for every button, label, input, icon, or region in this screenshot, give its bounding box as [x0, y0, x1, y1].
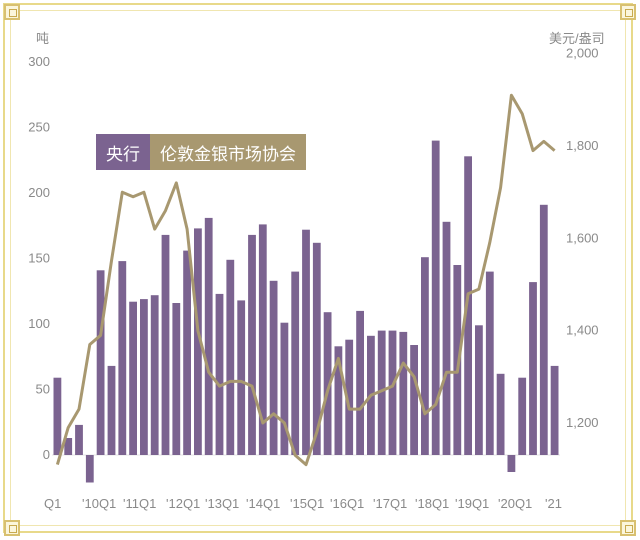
- bar-central-bank: [539, 204, 548, 455]
- x-tick-label: '19Q1: [455, 496, 489, 511]
- y-left-tick-label: 50: [36, 382, 50, 397]
- left-axis-unit: 吨: [36, 31, 50, 46]
- y-right-tick-label: 2,000: [566, 46, 599, 61]
- x-tick-label: '16Q1: [330, 496, 364, 511]
- x-tick-label: '21: [545, 496, 562, 511]
- x-tick-label: '20Q1: [498, 496, 532, 511]
- decorative-frame-inner: [10, 10, 626, 526]
- y-right-tick-label: 1,200: [566, 415, 599, 430]
- bar-central-bank: [194, 228, 202, 455]
- bar-central-bank: [475, 325, 483, 455]
- x-tick-label: '18Q1: [415, 496, 449, 511]
- bar-central-bank: [237, 300, 246, 455]
- bar-central-bank: [464, 156, 472, 456]
- bar-central-bank: [529, 282, 537, 455]
- bar-central-bank: [356, 310, 364, 455]
- bar-central-bank: [204, 217, 213, 455]
- x-tick-label: '15Q1: [290, 496, 324, 511]
- bar-central-bank: [183, 250, 191, 455]
- bar-central-bank: [518, 377, 527, 455]
- bar-central-bank: [431, 140, 440, 455]
- bar-central-bank: [550, 365, 559, 455]
- bar-central-bank: [388, 330, 397, 455]
- bar-central-bank: [453, 265, 462, 455]
- bar-central-bank: [496, 373, 505, 455]
- bar-central-bank: [129, 301, 137, 455]
- bar-central-bank: [291, 271, 300, 455]
- bar-central-bank: [334, 346, 343, 455]
- bar-central-bank: [107, 365, 116, 455]
- bar-central-bank: [64, 438, 73, 455]
- bar-central-bank: [410, 345, 418, 455]
- y-right-tick-label: 1,400: [566, 323, 599, 338]
- bar-central-bank: [258, 224, 267, 455]
- bar-central-bank: [172, 303, 181, 455]
- bar-central-bank: [399, 331, 408, 455]
- y-right-tick-label: 1,800: [566, 138, 599, 153]
- bar-central-bank: [345, 339, 354, 455]
- bar-central-bank: [280, 322, 289, 455]
- bar-central-bank: [442, 221, 451, 455]
- corner-ornament-top-right: [620, 4, 636, 20]
- x-tick-label: '12Q1: [166, 496, 200, 511]
- right-axis-unit: 美元/盎司: [549, 31, 605, 46]
- decorative-frame-outer: [3, 3, 633, 533]
- bar-central-bank: [118, 261, 127, 455]
- legend-item-lbma: 伦敦金银市场协会: [150, 134, 306, 170]
- y-left-tick-label: 200: [28, 185, 50, 200]
- bar-central-bank: [53, 377, 62, 455]
- legend: 央行 伦敦金银市场协会: [96, 134, 306, 170]
- bar-central-bank: [507, 455, 516, 472]
- x-tick-label: '10Q1: [82, 496, 116, 511]
- bar-central-bank: [302, 229, 310, 455]
- y-left-tick-label: 250: [28, 120, 50, 135]
- bar-central-bank: [312, 242, 321, 455]
- bar-central-bank: [150, 295, 159, 455]
- bar-central-bank: [248, 234, 256, 455]
- bar-central-bank: [96, 270, 105, 455]
- bar-central-bank: [226, 259, 235, 455]
- y-left-tick-label: 100: [28, 316, 50, 331]
- bar-central-bank: [323, 312, 332, 455]
- legend-item-central-bank: 央行: [96, 134, 150, 170]
- bar-central-bank: [485, 271, 494, 455]
- x-tick-label: '13Q1: [205, 496, 239, 511]
- corner-ornament-bottom-right: [620, 520, 636, 536]
- x-tick-label: Q1: [44, 496, 61, 511]
- y-left-tick-label: 150: [28, 251, 50, 266]
- bar-central-bank: [140, 299, 148, 455]
- y-left-tick-label: 0: [43, 447, 50, 462]
- x-tick-label: '14Q1: [246, 496, 280, 511]
- bar-central-bank: [161, 234, 170, 455]
- bar-central-bank: [269, 280, 278, 455]
- x-tick-label: '11Q1: [123, 496, 156, 511]
- bar-central-bank: [421, 257, 429, 455]
- y-right-tick-label: 1,600: [566, 230, 599, 245]
- bar-central-bank: [377, 330, 386, 455]
- x-tick-label: '17Q1: [373, 496, 407, 511]
- bar-central-bank: [85, 455, 94, 483]
- line-series-lbma: [55, 93, 556, 467]
- corner-ornament-bottom-left: [4, 520, 20, 536]
- y-left-tick-label: 300: [28, 54, 50, 69]
- bar-central-bank: [215, 293, 224, 455]
- corner-ornament-top-left: [4, 4, 20, 20]
- bar-central-bank: [75, 424, 83, 455]
